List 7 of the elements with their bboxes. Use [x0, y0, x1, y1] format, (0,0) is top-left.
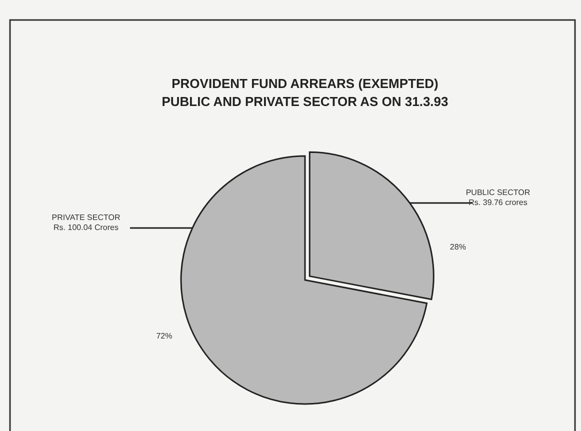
- chart-title: PROVIDENT FUND ARREARS (EXEMPTED) PUBLIC AND PRIVATE SECTOR AS ON 31.3.93: [162, 76, 448, 109]
- slice-label: PUBLIC SECTOR: [466, 188, 530, 197]
- data-label: 72%: [156, 331, 172, 340]
- text: Rs. 39.76 crores: [468, 198, 528, 207]
- slice-label: PRIVATE SECTOR: [52, 213, 120, 222]
- text: Rs. 100.04 Crores: [54, 223, 118, 232]
- data-label: 28%: [450, 242, 466, 252]
